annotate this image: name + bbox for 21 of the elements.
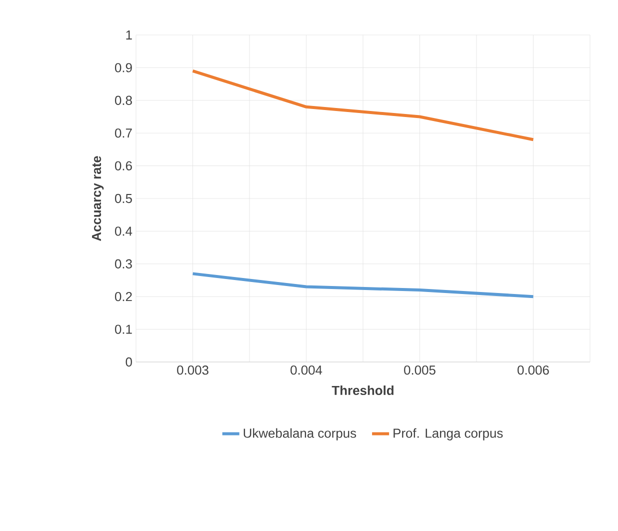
x-tick-label: 0.006	[518, 366, 549, 375]
legend-label: Prof. Langa corpus	[394, 428, 503, 440]
y-tick-label: 0	[126, 357, 132, 367]
y-tick-label: 0.1	[114, 324, 132, 334]
x-axis-title: Threshold	[332, 386, 394, 396]
x-tick-label: 0.005	[404, 366, 436, 375]
y-tick-label: 0.9	[114, 63, 132, 72]
y-axis-title: Accuarcy rate	[92, 156, 104, 241]
y-tick-label: 1	[126, 30, 132, 40]
x-tick-label: 0.004	[290, 366, 322, 375]
legend-label: Ukwebalana corpus	[244, 428, 356, 440]
y-tick-label: 0.3	[114, 259, 132, 268]
y-tick-label: 0.5	[114, 194, 132, 204]
y-tick-label: 0.6	[114, 161, 132, 170]
line-series	[191, 69, 535, 142]
x-tick-label: 0.003	[177, 366, 208, 375]
y-tick-label: 0.4	[114, 226, 132, 236]
y-tick-label: 0.7	[114, 128, 132, 138]
y-tick-label: 0.2	[114, 292, 132, 302]
line-series	[191, 272, 535, 298]
y-tick-label: 0.8	[114, 96, 132, 105]
